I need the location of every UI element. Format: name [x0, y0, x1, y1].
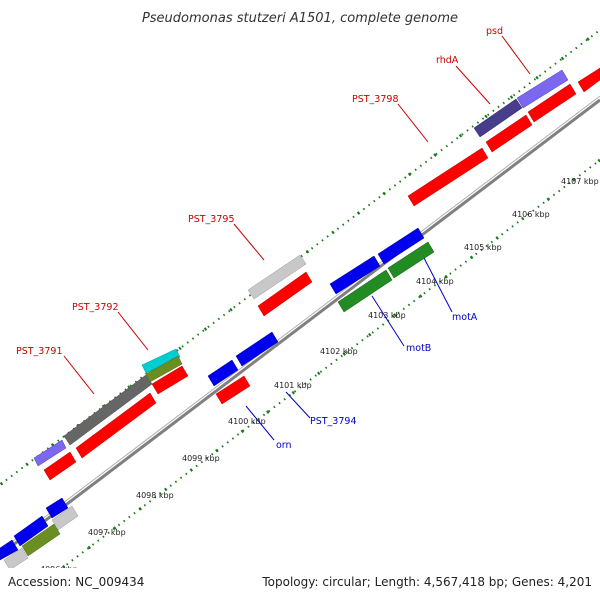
gene-label-PST_3792[interactable]: PST_3792 [72, 302, 119, 313]
gene-label-PST_3791[interactable]: PST_3791 [16, 346, 63, 357]
backbone-line [0, 98, 600, 557]
gene-blue-lower-left-2[interactable] [45, 497, 69, 519]
gene-label-PST_3795[interactable]: PST_3795 [188, 214, 235, 225]
leader-motA [423, 257, 453, 313]
tick-label: 4099 kbp [182, 454, 220, 463]
gene-blue-lower-left[interactable] [13, 515, 49, 547]
topology-text: Topology: circular; Length: 4,567,418 bp… [261, 575, 592, 589]
gene-grey-edge[interactable] [3, 547, 29, 571]
gene-motA-blue[interactable] [377, 227, 425, 265]
gene-motA[interactable] [387, 241, 435, 279]
gene-motB[interactable] [337, 269, 393, 313]
gene-red-edge[interactable] [577, 67, 600, 93]
footer: Accession: NC_009434 Topology: circular;… [0, 568, 600, 600]
gene-label-motA[interactable]: motA [452, 312, 478, 323]
leader-PST_3795 [233, 223, 265, 261]
leader-PST_3798 [397, 103, 429, 143]
inner-minor-ticks [19, 159, 600, 600]
gene-PST_3794[interactable] [235, 331, 279, 367]
gene-olive-lower-left[interactable] [21, 523, 61, 557]
gene-red-long-left[interactable] [75, 392, 157, 459]
leader-rhdA [455, 65, 491, 105]
gene-PST_3791[interactable] [43, 451, 77, 481]
tick-label: 4104 kbp [416, 277, 454, 286]
tick-label: 4097 kbp [88, 528, 126, 537]
inner-tick-ring [19, 158, 600, 600]
gene-purple-upper-left[interactable] [33, 439, 67, 467]
leader-orn [245, 405, 275, 441]
gene-rhdA[interactable] [473, 98, 523, 138]
tick-label: 4107 kbp [561, 177, 599, 186]
gene-psd[interactable] [516, 69, 569, 109]
label-leaders [63, 35, 531, 441]
tick-label: 4105 kbp [464, 243, 502, 252]
gene-label-PST_3794[interactable]: PST_3794 [310, 416, 357, 427]
gene-labels: psd rhdA PST_3798 PST_3795 PST_3792 PST_… [16, 26, 503, 451]
gene-red-rhdA[interactable] [485, 114, 533, 153]
tick-label: 4100 kbp [228, 417, 266, 426]
tick-label: 4098 kbp [136, 491, 174, 500]
gene-red-small-left[interactable] [151, 365, 189, 395]
gene-olive-small[interactable] [145, 355, 183, 383]
leader-PST_3792 [117, 311, 149, 351]
forward-strand-red-genes [43, 67, 600, 481]
gene-red-psd[interactable] [527, 83, 577, 123]
genome-backbone [0, 95, 600, 557]
gene-orn[interactable] [207, 359, 239, 387]
tick-label: 4103 kbp [368, 311, 406, 320]
leader-motB [371, 295, 405, 347]
gene-grey-lower-left[interactable] [51, 505, 79, 531]
leader-PST_3794 [285, 391, 311, 419]
map-title: Pseudomonas stutzeri A1501, complete gen… [142, 11, 458, 26]
gene-label-motB[interactable]: motB [406, 343, 431, 354]
leader-psd [501, 35, 531, 75]
gene-PST_3798[interactable] [407, 147, 489, 207]
footer-background [0, 568, 600, 600]
forward-strand-genes [33, 69, 569, 467]
gene-motB-blue[interactable] [329, 255, 381, 295]
gene-red-mid[interactable] [257, 271, 313, 317]
leader-PST_3791 [63, 355, 95, 395]
gene-blue-edge[interactable] [0, 539, 19, 561]
gene-cyan[interactable] [141, 348, 181, 374]
gene-label-orn[interactable]: orn [276, 440, 292, 451]
gene-label-rhdA[interactable]: rhdA [436, 55, 459, 66]
tick-label: 4102 kbp [320, 347, 358, 356]
gene-red-orn[interactable] [215, 375, 251, 405]
gene-PST_3795[interactable] [247, 254, 307, 300]
backbone-highlight [0, 95, 600, 552]
gene-label-PST_3798[interactable]: PST_3798 [352, 94, 399, 105]
tick-labels: 4096 kbp 4097 kbp 4098 kbp 4099 kbp 4100… [40, 177, 599, 574]
gene-label-psd[interactable]: psd [486, 26, 503, 37]
tick-label: 4106 kbp [512, 210, 550, 219]
reverse-strand-genes [0, 227, 435, 571]
accession-text: Accession: NC_009434 [8, 575, 144, 589]
tick-label: 4101 kbp [274, 381, 312, 390]
